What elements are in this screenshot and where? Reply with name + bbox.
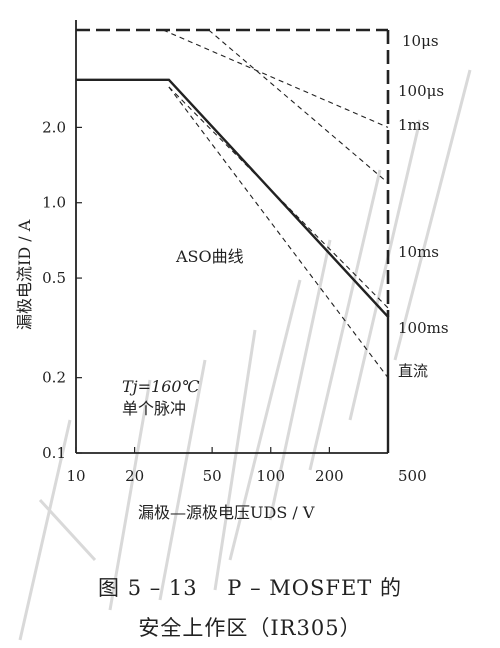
label-100us: 100μs bbox=[398, 82, 444, 100]
junction-temp-label: Tj=160℃ bbox=[122, 377, 200, 396]
series-line-1ms bbox=[208, 29, 389, 184]
single-pulse-label: 单个脉冲 bbox=[122, 399, 186, 418]
series-layer bbox=[76, 28, 390, 453]
plot-frame bbox=[75, 20, 388, 454]
label-dc: 直流 bbox=[398, 362, 428, 380]
label-100ms: 100ms bbox=[398, 319, 449, 337]
x-tick-label: 10 bbox=[66, 467, 85, 485]
x-axis-title: 漏极—源极电压UDS / V bbox=[138, 503, 315, 522]
y-tick-label: 0.1 bbox=[42, 444, 66, 462]
series-line-直流 bbox=[76, 78, 390, 453]
x-tick-label: 200 bbox=[315, 467, 344, 485]
y-tick-label: 2.0 bbox=[42, 118, 66, 136]
aso-curve-label: ASO曲线 bbox=[175, 247, 244, 266]
x-tick-label: 100 bbox=[256, 467, 285, 485]
series-line-100ms bbox=[168, 86, 389, 379]
y-tick-label: 0.5 bbox=[42, 269, 66, 287]
x-axis-ticks: 10 20 50 100 200 500 bbox=[66, 447, 427, 485]
label-1ms: 1ms bbox=[398, 116, 429, 134]
y-tick-label: 1.0 bbox=[42, 194, 66, 212]
figure-caption-line-2: 安全上作区（IR305） bbox=[138, 616, 362, 640]
series-line-100μs bbox=[162, 29, 389, 128]
watermark bbox=[18, 69, 472, 641]
x-tick-label: 50 bbox=[203, 467, 222, 485]
figure-caption-line-1: 图 5 – 13 P – MOSFET 的 bbox=[98, 576, 402, 600]
y-tick-label: 0.2 bbox=[42, 369, 66, 387]
x-tick-label: 20 bbox=[125, 467, 144, 485]
y-axis-title: 漏极电流ID / A bbox=[15, 219, 34, 330]
y-axis-ticks: 0.1 0.2 0.5 1.0 2.0 bbox=[42, 118, 82, 462]
x-tick-label: 500 bbox=[398, 467, 427, 485]
label-10us: 10μs bbox=[402, 32, 439, 50]
label-10ms: 10ms bbox=[398, 243, 439, 261]
